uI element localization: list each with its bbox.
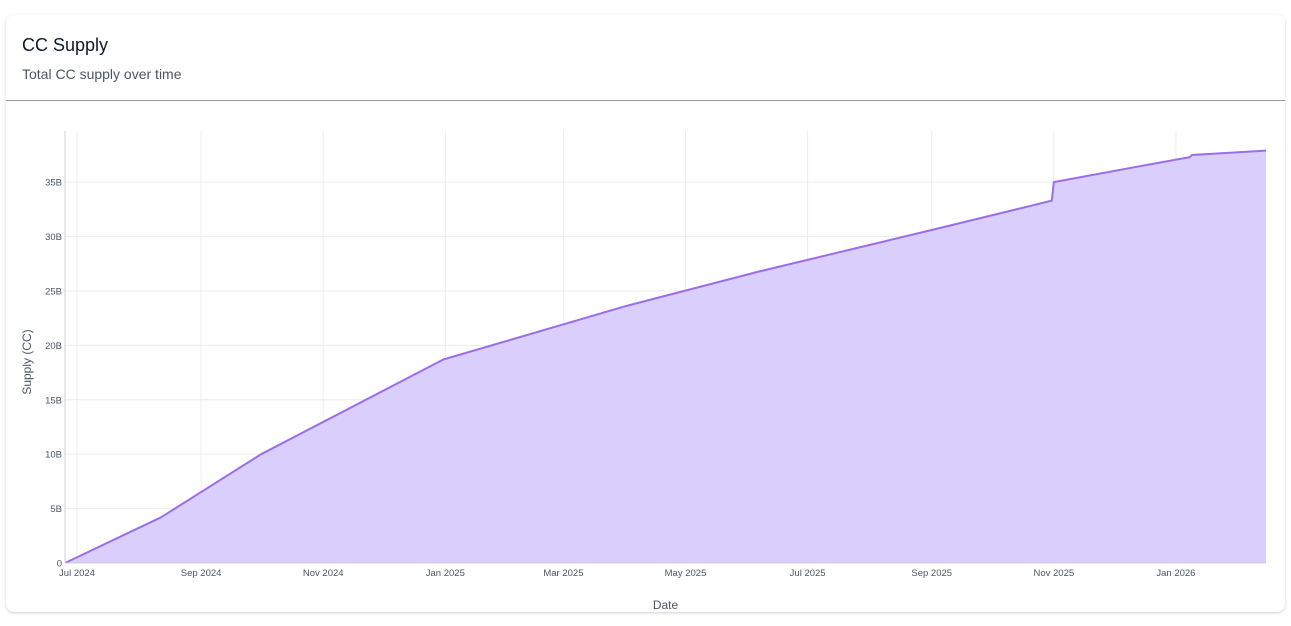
y-tick-label: 0 <box>57 559 62 570</box>
x-tick-label: Sep 2025 <box>911 568 952 579</box>
y-tick-label: 35B <box>45 178 62 189</box>
y-tick-label: 15B <box>45 395 62 406</box>
x-tick-label: Jan 2026 <box>1156 568 1195 579</box>
x-tick-label: Jul 2025 <box>790 568 826 579</box>
chart-subtitle: Total CC supply over time <box>22 66 182 82</box>
y-tick-label: 30B <box>45 232 62 243</box>
x-tick-label: May 2025 <box>665 568 707 579</box>
x-tick-label: Mar 2025 <box>543 568 583 579</box>
y-tick-label: 20B <box>45 341 62 352</box>
y-axis-title: Supply (CC) <box>20 329 34 394</box>
supply-line <box>64 149 1267 564</box>
y-tick-label: 25B <box>45 286 62 297</box>
y-tick-label: 5B <box>50 504 62 515</box>
x-tick-label: Sep 2024 <box>181 568 222 579</box>
card-header: CC Supply Total CC supply over time <box>6 15 1285 101</box>
x-tick-label: Jan 2025 <box>426 568 465 579</box>
y-tick-label: 10B <box>45 450 62 461</box>
chart-card: CC Supply Total CC supply over time 0 5B 1… <box>6 15 1285 612</box>
supply-area-chart: 0 5B 10B 15B 20B 25B 30B 35B Jul 2024 Sep 2024 Nov… <box>20 131 1267 612</box>
x-tick-label: Nov 2024 <box>303 568 344 579</box>
x-axis-title: Date <box>653 598 679 612</box>
chart-title: CC Supply <box>22 35 109 55</box>
x-tick-label: Jul 2024 <box>59 568 95 579</box>
supply-area-fill <box>65 150 1266 563</box>
x-tick-label: Nov 2025 <box>1033 568 1074 579</box>
